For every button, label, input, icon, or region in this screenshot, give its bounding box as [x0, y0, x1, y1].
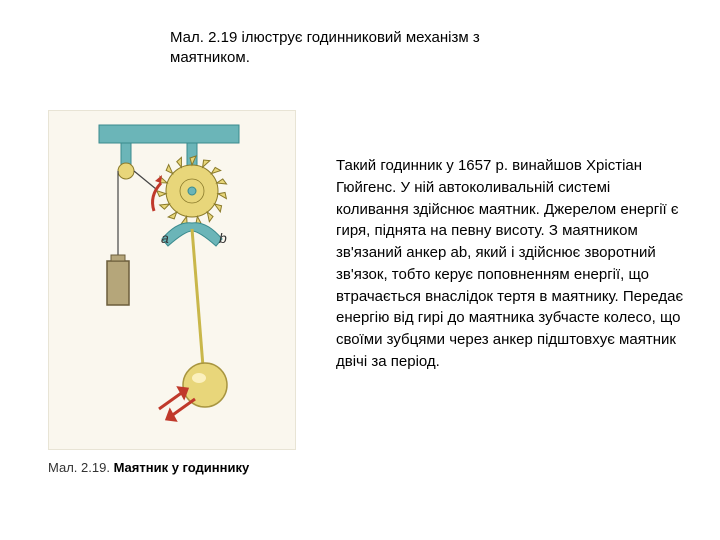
figure-caption-label: Мал. 2.19.: [48, 460, 110, 475]
description-paragraph: Такий годинник у 1657 р. винайшов Хрісті…: [336, 155, 684, 373]
figure-container: a b Мал. 2.19. Маятник у годиннику: [48, 110, 296, 475]
anchor-label-b: b: [219, 230, 227, 246]
anchor-label-a: a: [161, 230, 169, 246]
figure-caption: Мал. 2.19. Маятник у годиннику: [48, 460, 296, 475]
pendulum-clock-diagram: a b: [48, 110, 296, 450]
figure-caption-text: Маятник у годиннику: [114, 460, 250, 475]
figure-reference-heading: Мал. 2.19 ілюструє годинниковий механізм…: [170, 28, 510, 69]
